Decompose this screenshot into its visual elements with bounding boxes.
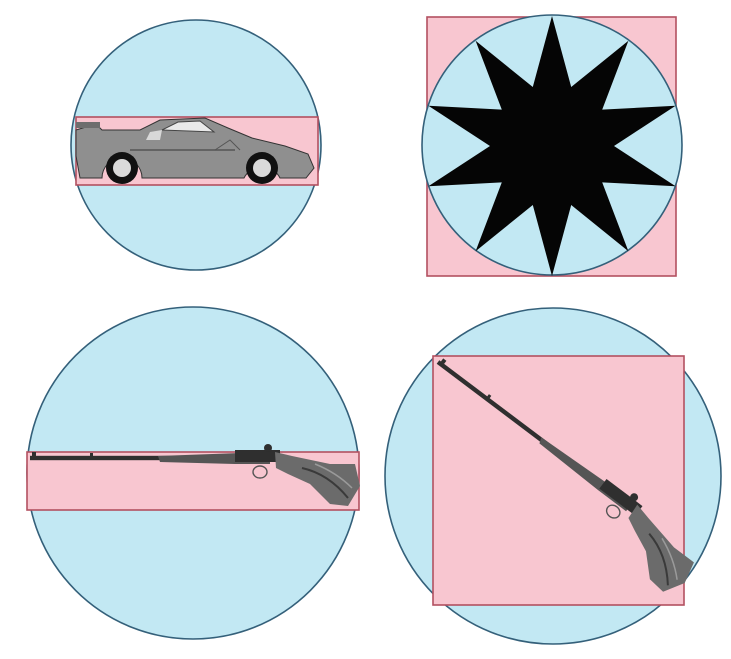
car-panel [70, 19, 322, 271]
diagonal-rifle-bounding-box [432, 355, 685, 606]
star-panel [421, 14, 683, 277]
horizontal-rifle-panel [26, 306, 361, 640]
ten-point-star [428, 16, 676, 276]
sports-car-image [75, 117, 315, 184]
diagonal-rifle-panel [384, 307, 722, 645]
